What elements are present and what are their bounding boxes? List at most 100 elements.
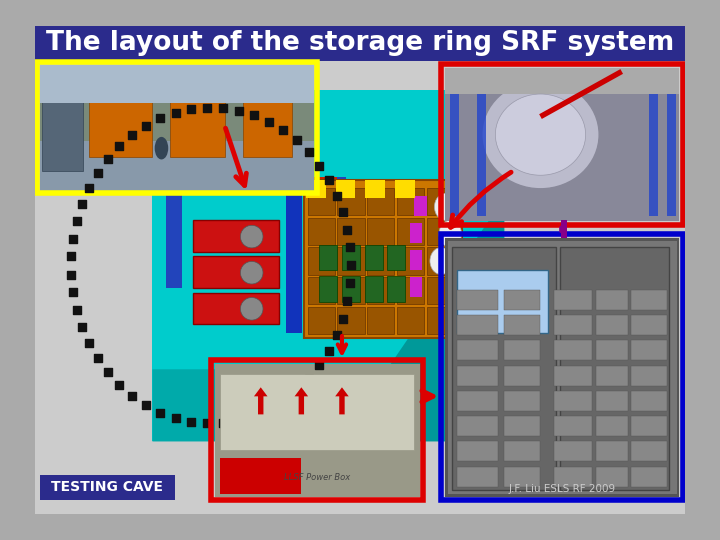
Point (337, 208, 348, 217)
Bar (286, 184, 302, 333)
Point (341, 225, 353, 234)
Bar (395, 180, 415, 198)
Point (140, 401, 152, 409)
Point (217, 418, 229, 427)
Bar (457, 391, 498, 411)
Bar (166, 180, 182, 288)
Ellipse shape (240, 298, 263, 320)
Bar (302, 177, 338, 193)
Bar (410, 223, 422, 243)
Point (248, 111, 260, 120)
Bar (40, 65, 314, 191)
Bar (306, 180, 325, 198)
FancyArrow shape (254, 387, 268, 414)
Bar (505, 467, 541, 487)
Bar (667, 76, 676, 216)
Bar (441, 234, 683, 500)
Point (323, 347, 335, 355)
Bar (631, 467, 667, 487)
Bar (631, 391, 667, 411)
Bar (631, 366, 667, 386)
Ellipse shape (430, 247, 452, 274)
Bar (364, 276, 382, 301)
Point (233, 106, 245, 115)
Bar (193, 256, 279, 288)
Bar (477, 76, 486, 216)
Ellipse shape (240, 225, 263, 248)
Point (71, 217, 83, 225)
Ellipse shape (495, 94, 585, 176)
Point (337, 314, 348, 323)
Bar (445, 238, 680, 496)
Bar (505, 442, 541, 461)
Bar (342, 245, 360, 270)
Bar (338, 247, 364, 274)
Bar (631, 416, 667, 436)
Bar (649, 76, 658, 216)
Point (170, 109, 181, 117)
Bar (320, 276, 338, 301)
Bar (596, 290, 628, 310)
Bar (631, 340, 667, 360)
Point (76, 322, 88, 331)
Point (233, 416, 245, 424)
FancyArrow shape (336, 387, 348, 414)
Bar (505, 315, 541, 335)
Bar (554, 315, 592, 335)
Point (278, 126, 289, 134)
Bar (457, 315, 498, 335)
Point (114, 142, 125, 151)
Bar (631, 442, 667, 461)
Bar (367, 218, 395, 245)
Ellipse shape (482, 80, 599, 189)
Bar (397, 277, 424, 305)
Point (323, 176, 335, 185)
Point (344, 279, 356, 288)
Bar (445, 68, 680, 221)
Point (68, 234, 79, 243)
Bar (410, 250, 422, 270)
Bar (560, 247, 669, 490)
Point (66, 270, 77, 279)
Bar (366, 180, 385, 198)
Bar (505, 416, 541, 436)
Point (71, 306, 83, 314)
Point (84, 184, 95, 192)
Point (84, 339, 95, 347)
Bar (35, 26, 685, 60)
Point (140, 122, 152, 130)
Bar (307, 247, 335, 274)
Bar (631, 315, 667, 335)
Bar (596, 366, 628, 386)
Bar (387, 245, 405, 270)
Point (303, 374, 315, 383)
Bar (449, 241, 677, 494)
Point (155, 408, 166, 417)
Bar (307, 277, 335, 305)
Bar (367, 277, 395, 305)
Point (314, 161, 325, 170)
Bar (193, 220, 279, 252)
Point (248, 411, 260, 420)
FancyArrow shape (539, 69, 623, 119)
Bar (631, 290, 667, 310)
FancyArrow shape (447, 259, 475, 297)
Bar (243, 67, 292, 157)
Bar (457, 366, 498, 386)
Bar (596, 391, 628, 411)
Bar (554, 416, 592, 436)
Bar (397, 188, 424, 215)
Bar (387, 276, 405, 301)
Bar (596, 467, 628, 487)
Point (314, 361, 325, 370)
Point (114, 381, 125, 389)
Bar (505, 340, 541, 360)
Point (291, 136, 302, 145)
Bar (596, 315, 628, 335)
Bar (410, 277, 422, 297)
Bar (367, 307, 395, 334)
Bar (171, 67, 225, 157)
Bar (554, 366, 592, 386)
Bar (40, 65, 314, 103)
Point (331, 331, 343, 340)
